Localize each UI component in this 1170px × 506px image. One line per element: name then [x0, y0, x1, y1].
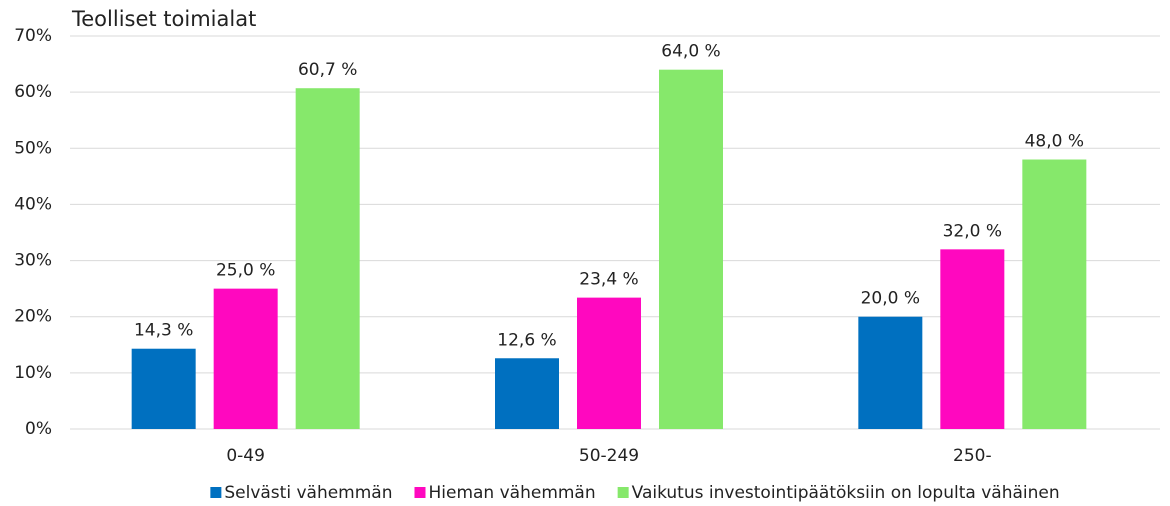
legend-swatch: [617, 487, 629, 498]
x-tick-label: 250-: [953, 446, 992, 466]
legend-swatch: [210, 487, 222, 498]
y-tick-label: 0%: [25, 419, 52, 439]
data-label: 25,0 %: [216, 261, 275, 281]
data-label: 12,6 %: [497, 330, 556, 350]
data-label: 14,3 %: [134, 321, 193, 341]
data-label: 64,0 %: [661, 42, 720, 62]
legend-label: Vaikutus investointipäätöksiin on lopult…: [632, 483, 1060, 503]
bar: [213, 288, 278, 429]
bar: [940, 249, 1005, 429]
y-tick-label: 20%: [14, 307, 52, 327]
bar: [1022, 159, 1087, 429]
x-tick-label: 0-49: [226, 446, 265, 466]
bar: [577, 297, 641, 429]
x-tick-label: 50-249: [579, 446, 639, 466]
legend-label: Hieman vähemmän: [428, 483, 595, 503]
y-tick-label: 10%: [14, 363, 52, 383]
y-tick-label: 50%: [14, 138, 52, 158]
y-tick-label: 70%: [14, 26, 52, 46]
data-label: 23,4 %: [579, 270, 638, 290]
chart-title: Teolliset toimialat: [71, 7, 256, 31]
bar: [131, 348, 196, 429]
bar: [295, 88, 360, 429]
data-label: 48,0 %: [1025, 132, 1084, 152]
y-tick-label: 40%: [14, 194, 52, 214]
legend-label: Selvästi vähemmän: [224, 483, 392, 503]
y-tick-label: 60%: [14, 82, 52, 102]
data-label: 60,7 %: [298, 60, 357, 80]
legend-swatch: [414, 487, 426, 498]
bar: [659, 69, 723, 429]
bar: [495, 358, 559, 429]
y-tick-label: 30%: [14, 251, 52, 271]
data-label: 32,0 %: [943, 221, 1002, 241]
bar: [858, 316, 923, 429]
data-label: 20,0 %: [861, 289, 920, 309]
